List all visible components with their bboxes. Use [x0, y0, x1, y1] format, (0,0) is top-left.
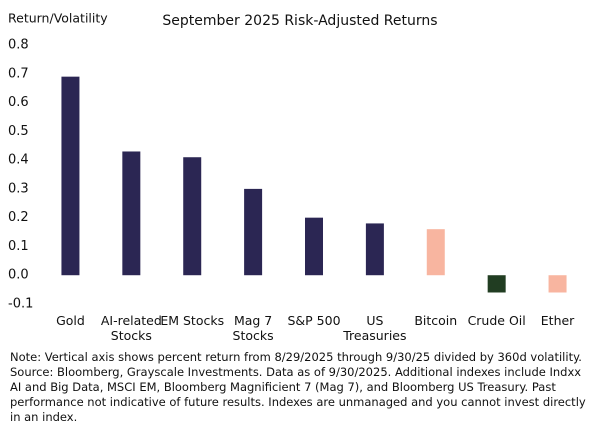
y-tick-label: 0.3 [8, 181, 29, 196]
y-tick-label: 0.7 [8, 66, 29, 81]
bar [426, 229, 445, 276]
y-tick-label: 0.8 [8, 38, 29, 53]
bar [548, 275, 567, 293]
x-tick-label: US Treasuries [343, 313, 407, 343]
x-tick-label: Gold [56, 313, 85, 328]
x-tick-label: Mag 7 Stocks [232, 313, 274, 343]
x-tick-label: S&P 500 [287, 313, 341, 328]
chart: September 2025 Risk-Adjusted Returns Ret… [8, 11, 567, 312]
y-tick-label: 0.6 [8, 95, 29, 110]
y-tick-label: 0.0 [8, 268, 29, 283]
bar [365, 223, 384, 276]
y-tick-label: 0.4 [8, 153, 29, 168]
bar [487, 275, 506, 293]
y-tick-label: -0.1 [8, 297, 33, 312]
bar [244, 188, 263, 276]
x-tick-label: Bitcoin [414, 313, 458, 328]
bar [122, 151, 141, 276]
bar [183, 157, 202, 276]
y-tick-label: 0.1 [8, 239, 29, 254]
note: Note: Vertical axis shows percent return… [10, 350, 586, 424]
bar [61, 76, 80, 276]
x-tick-label: Ether [540, 313, 575, 328]
x-tick-label: Crude Oil [467, 313, 526, 328]
chart-title: September 2025 Risk-Adjusted Returns [162, 13, 437, 29]
y-axis-label: Return/Volatility [8, 11, 108, 26]
y-tick-label: 0.5 [8, 124, 29, 139]
bar [305, 217, 323, 276]
x-tick-label: EM Stocks [160, 313, 225, 328]
y-tick-label: 0.2 [8, 210, 29, 225]
x-tick-label: AI-related Stocks [100, 313, 162, 343]
